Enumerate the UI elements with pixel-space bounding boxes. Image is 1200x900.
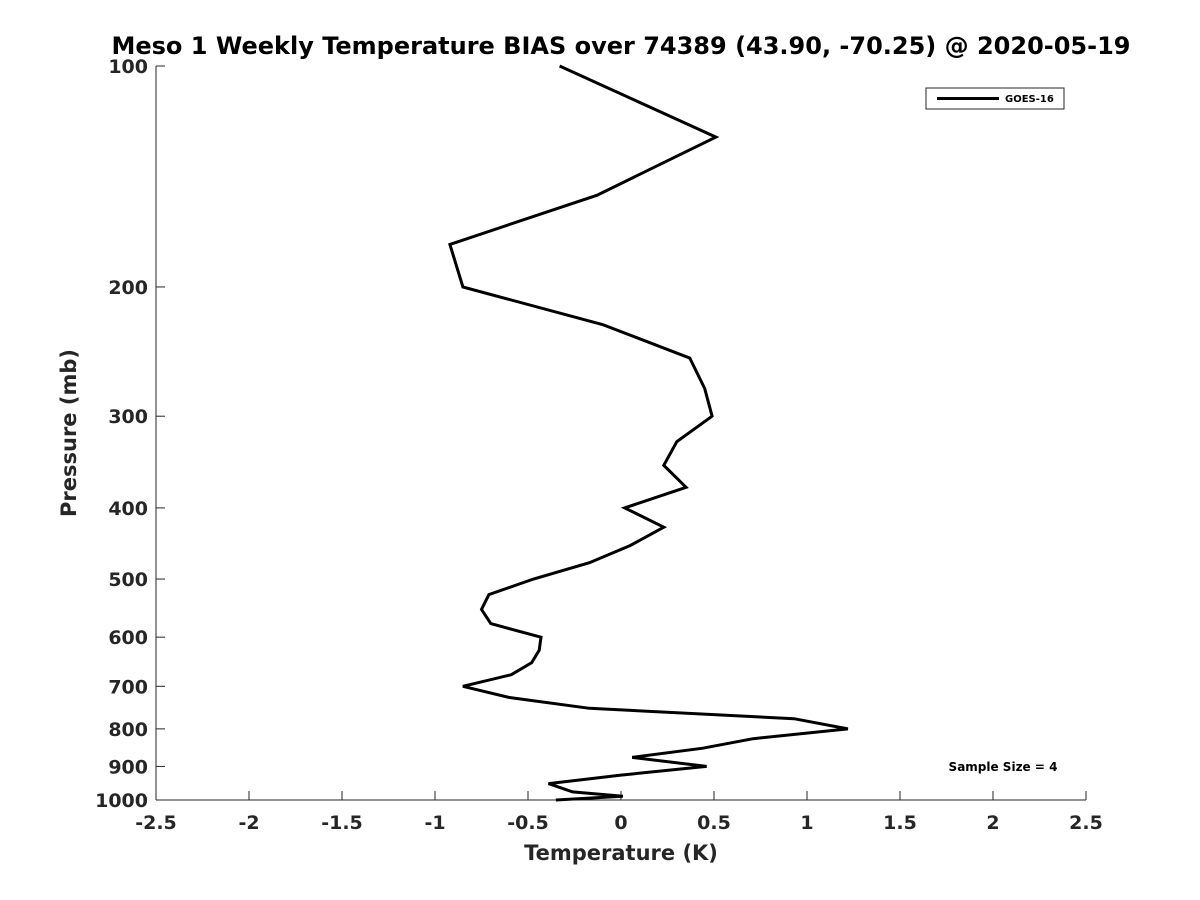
x-tick-label: 1 xyxy=(800,812,813,834)
axes xyxy=(155,66,1086,801)
x-ticks: -2.5 -2 -1.5 -1 -0.5 0 0.5 1 1.5 2 2.5 xyxy=(135,791,1103,834)
y-tick-label: 400 xyxy=(108,498,148,520)
x-tick-label: -2.5 xyxy=(135,812,177,834)
x-tick-label: 0.5 xyxy=(697,812,731,834)
legend-label-goes-16: GOES-16 xyxy=(1005,94,1054,105)
x-tick-label: 0 xyxy=(614,812,627,834)
sample-size-annotation: Sample Size = 4 xyxy=(949,760,1058,774)
legend: GOES-16 xyxy=(925,87,1065,110)
x-tick-label: 2.5 xyxy=(1069,812,1103,834)
y-tick-label: 200 xyxy=(108,277,148,299)
y-tick-label: 900 xyxy=(108,756,148,778)
y-tick-label: 800 xyxy=(108,719,148,741)
series-layer xyxy=(448,64,849,802)
y-tick-label: 500 xyxy=(108,569,148,591)
chart-title: Meso 1 Weekly Temperature BIAS over 7438… xyxy=(111,32,1130,60)
series-line-goes-16 xyxy=(448,64,849,802)
x-tick-label: -1.5 xyxy=(321,812,363,834)
x-tick-label: -2 xyxy=(238,812,259,834)
x-axis-label: Temperature (K) xyxy=(524,841,718,865)
x-tick-label: -0.5 xyxy=(507,812,549,834)
y-tick-label: 100 xyxy=(108,56,148,78)
y-tick-label: 300 xyxy=(108,406,148,428)
y-ticks: 100 200 300 400 500 600 700 800 900 1000 xyxy=(95,56,165,812)
x-tick-label: 1.5 xyxy=(883,812,917,834)
y-tick-label: 700 xyxy=(108,676,148,698)
x-tick-label: -1 xyxy=(424,812,445,834)
y-tick-label: 1000 xyxy=(95,790,148,812)
y-tick-label: 600 xyxy=(108,627,148,649)
x-tick-label: 2 xyxy=(986,812,999,834)
y-axis-label: Pressure (mb) xyxy=(57,349,81,517)
